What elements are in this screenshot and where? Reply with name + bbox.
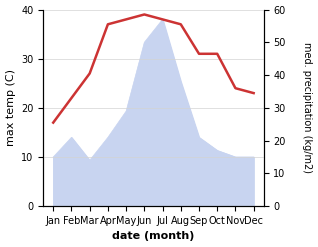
X-axis label: date (month): date (month) [112,231,195,242]
Y-axis label: med. precipitation (kg/m2): med. precipitation (kg/m2) [302,42,313,173]
Y-axis label: max temp (C): max temp (C) [5,69,16,146]
